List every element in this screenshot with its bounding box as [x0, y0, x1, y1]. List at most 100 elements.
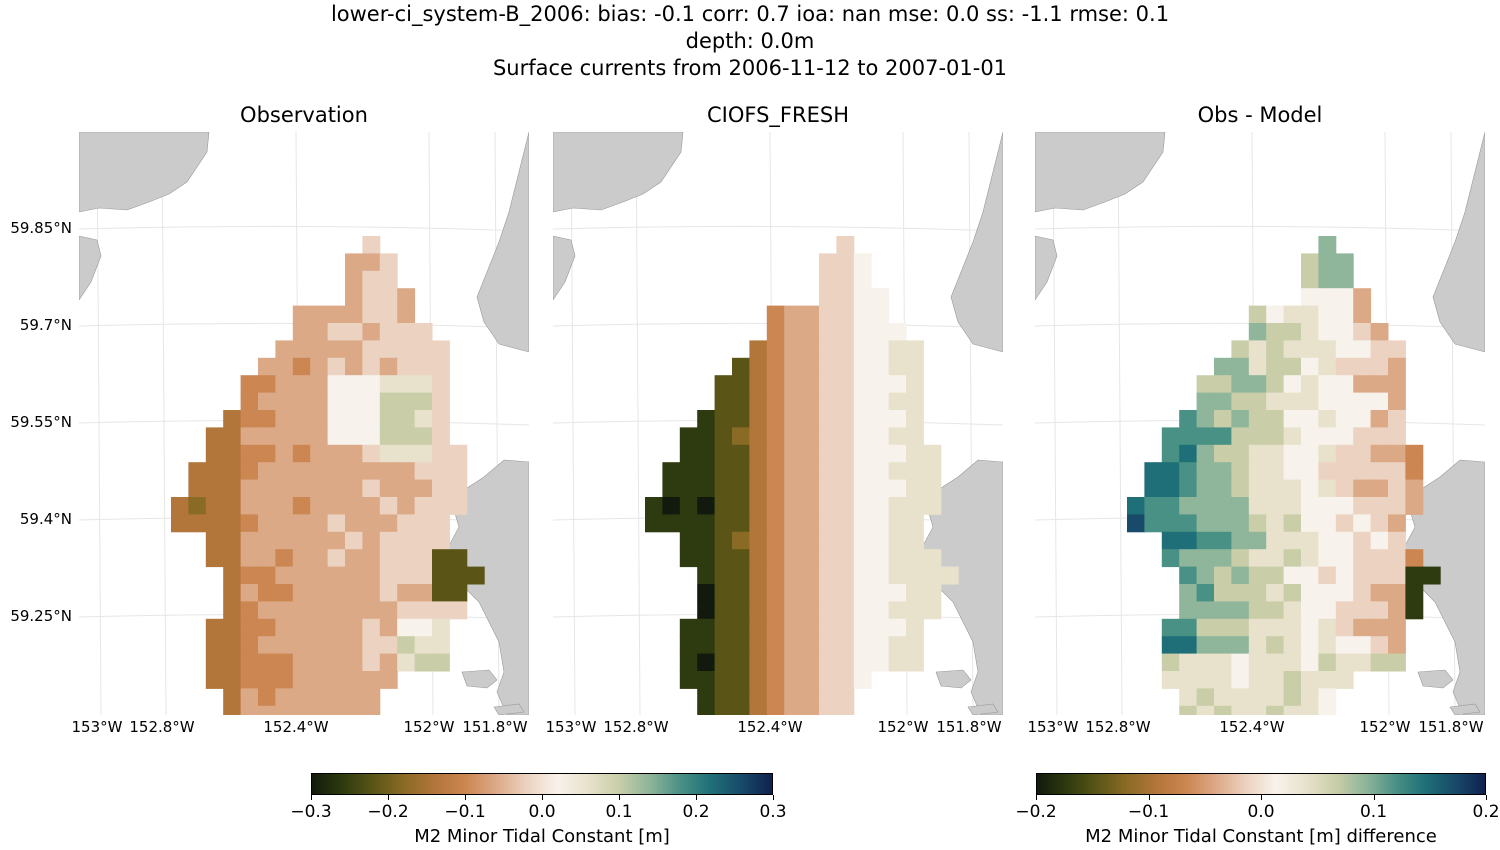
- grid-cell: [1353, 444, 1372, 463]
- grid-cell: [819, 497, 837, 515]
- grid-cell: [819, 357, 837, 376]
- grid-cell: [645, 514, 663, 533]
- grid-cell: [310, 584, 329, 602]
- grid-cell: [292, 688, 311, 707]
- grid-cell: [1196, 514, 1215, 533]
- grid-cell: [732, 671, 750, 689]
- grid-cell: [327, 497, 346, 515]
- grid-cell: [327, 549, 346, 568]
- grid-cell: [1179, 549, 1198, 568]
- grid-cell: [275, 584, 294, 602]
- grid-cell: [1231, 427, 1250, 446]
- grid-cell: [1388, 497, 1406, 515]
- grid-cell: [888, 410, 907, 428]
- grid-cell: [923, 462, 942, 481]
- grid-cell: [379, 462, 398, 481]
- grid-cell: [801, 671, 820, 689]
- grid-cell: [1196, 636, 1215, 655]
- grid-cell: [784, 497, 803, 515]
- grid-cell: [679, 497, 698, 515]
- grid-cell: [1161, 531, 1180, 550]
- grid-cell: [414, 357, 433, 376]
- grid-cell: [1283, 549, 1302, 568]
- grid-cell: [1318, 584, 1337, 602]
- grid-cell: [906, 497, 924, 515]
- grid-cell: [345, 375, 363, 394]
- lon-label: 153°W: [71, 718, 123, 736]
- grid-cell: [923, 549, 942, 568]
- grid-cell: [1231, 444, 1250, 463]
- grid-cell: [871, 636, 890, 655]
- grid-cell: [432, 392, 450, 411]
- grid-cell: [836, 531, 855, 550]
- grid-cell: [732, 392, 750, 411]
- grid-cell: [1179, 514, 1198, 533]
- grid-cell: [1370, 497, 1389, 515]
- grid-cell: [310, 444, 329, 463]
- grid-cell: [732, 444, 750, 463]
- grid-cell: [292, 531, 311, 550]
- model-field: [645, 236, 959, 715]
- grid-cell: [749, 653, 768, 672]
- grid-cell: [871, 410, 890, 428]
- grid-cell: [414, 323, 433, 341]
- grid-cell: [414, 427, 433, 446]
- grid-cell: [1144, 479, 1163, 498]
- grid-cell: [258, 705, 276, 715]
- grid-cell: [379, 514, 398, 533]
- grid-cell: [1179, 688, 1198, 707]
- grid-cell: [223, 462, 242, 481]
- grid-cell: [836, 549, 855, 568]
- grid-cell: [819, 653, 837, 672]
- grid-cell: [749, 497, 768, 515]
- grid-cell: [732, 531, 750, 550]
- grid-cell: [766, 392, 785, 411]
- grid-cell: [853, 549, 872, 568]
- grid-cell: [327, 584, 346, 602]
- grid-cell: [188, 497, 207, 515]
- grid-cell: [223, 514, 242, 533]
- lat-label: 59.4°N: [19, 510, 72, 528]
- grid-cell: [362, 288, 381, 307]
- figure-subtitle-depth: depth: 0.0m: [685, 29, 815, 53]
- lon-label: 151.8°W: [936, 718, 1002, 736]
- grid-cell: [697, 444, 716, 463]
- map-panel-model: [553, 132, 1003, 715]
- lon-label: 151.8°W: [1418, 718, 1484, 736]
- grid-cell: [379, 253, 398, 272]
- grid-cell: [1214, 410, 1232, 428]
- grid-cell: [1248, 514, 1267, 533]
- grid-cell: [888, 514, 907, 533]
- grid-cell: [1301, 479, 1319, 498]
- grid-cell: [1301, 340, 1319, 359]
- grid-cell: [1196, 688, 1215, 707]
- grid-cell: [1353, 479, 1372, 498]
- grid-cell: [1388, 479, 1406, 498]
- grid-cell: [871, 479, 890, 498]
- grid-cell: [836, 340, 855, 359]
- grid-cell: [1214, 601, 1232, 620]
- grid-cell: [1335, 305, 1354, 324]
- grid-cell: [679, 618, 698, 637]
- grid-cell: [345, 584, 363, 602]
- grid-cell: [466, 566, 485, 585]
- grid-cell: [379, 671, 398, 689]
- grid-cell: [853, 497, 872, 515]
- grid-cell: [1301, 566, 1319, 585]
- grid-cell: [345, 653, 363, 672]
- grid-cell: [714, 375, 733, 394]
- grid-cell: [871, 375, 890, 394]
- grid-cell: [362, 270, 381, 289]
- grid-cell: [327, 305, 346, 324]
- grid-cell: [1335, 636, 1354, 655]
- grid-cell: [1179, 410, 1198, 428]
- grid-cell: [697, 514, 716, 533]
- grid-cell: [345, 270, 363, 289]
- grid-cell: [1214, 531, 1232, 550]
- grid-cell: [188, 462, 207, 481]
- grid-cell: [1266, 462, 1285, 481]
- grid-cell: [1179, 653, 1198, 672]
- grid-cell: [379, 584, 398, 602]
- grid-cell: [1179, 671, 1198, 689]
- grid-cell: [819, 618, 837, 637]
